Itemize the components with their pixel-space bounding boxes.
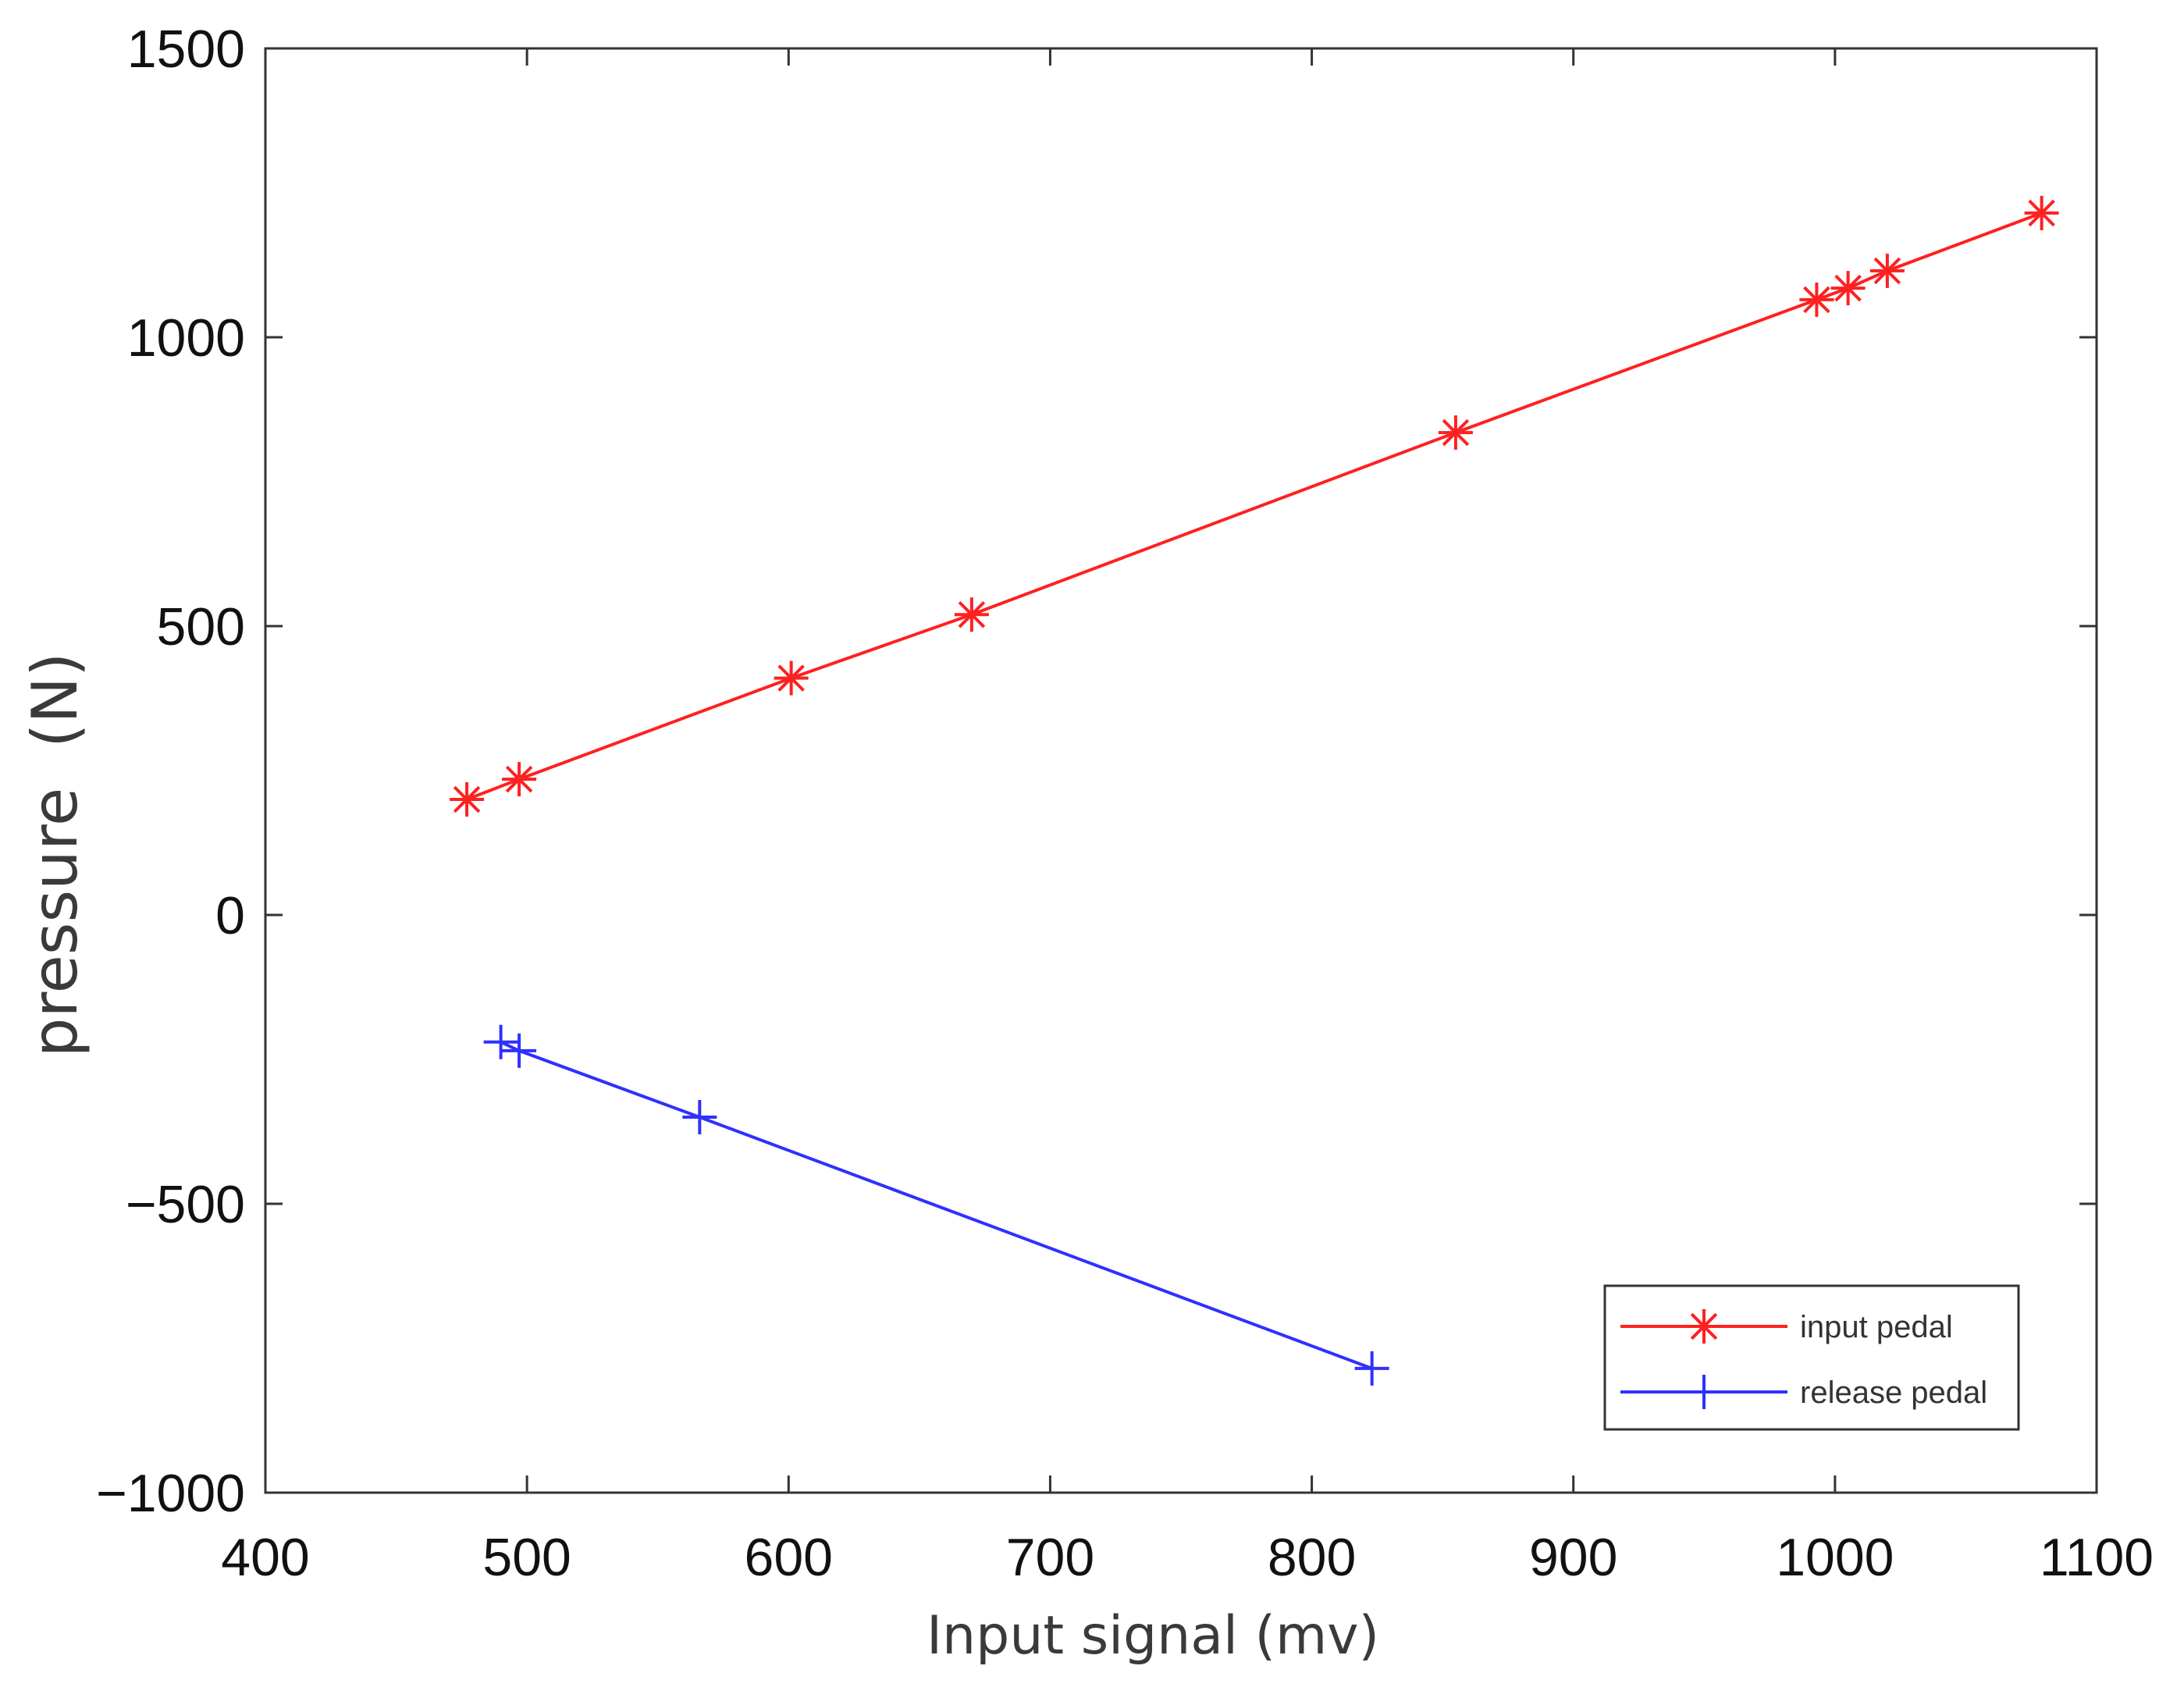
- legend-item: input pedal: [1620, 1309, 1953, 1344]
- series-2: [483, 1024, 1389, 1386]
- y-tick-label: 1500: [127, 20, 245, 79]
- legend-label: input pedal: [1800, 1310, 1953, 1344]
- data-point: [502, 762, 537, 797]
- data-point: [1687, 1309, 1721, 1344]
- legend-item: release pedal: [1620, 1375, 1987, 1410]
- data-point: [450, 782, 485, 817]
- y-axis-title: pressure (N): [19, 653, 91, 1058]
- x-tick-label: 600: [745, 1528, 833, 1587]
- legend-label: release pedal: [1800, 1376, 1987, 1410]
- data-point: [1869, 253, 1905, 288]
- x-tick-label: 400: [221, 1528, 309, 1587]
- data-point: [1354, 1351, 1389, 1386]
- series-1: [450, 195, 2059, 817]
- series-line: [500, 1040, 1373, 1370]
- data-point: [1438, 415, 1473, 450]
- data-point: [502, 1033, 537, 1068]
- x-tick-label: 800: [1268, 1528, 1356, 1587]
- y-tick-label: 0: [215, 886, 245, 945]
- data-point: [774, 660, 809, 696]
- data-point: [1830, 271, 1866, 306]
- data-point: [682, 1100, 717, 1134]
- y-tick-label: −1000: [96, 1464, 245, 1523]
- x-tick-label: 500: [482, 1528, 571, 1587]
- data-point: [1687, 1375, 1721, 1409]
- plot-area: [264, 47, 2098, 1494]
- legend-box: [1603, 1284, 2020, 1431]
- data-point: [483, 1024, 518, 1059]
- data-point: [1799, 282, 1834, 317]
- x-tick-label: 700: [1006, 1528, 1094, 1587]
- data-point: [954, 597, 989, 632]
- x-tick-label: 1100: [2040, 1528, 2154, 1587]
- x-tick-label: 900: [1529, 1528, 1617, 1587]
- series-layer: [450, 195, 2059, 1386]
- x-tick-label: 1000: [1776, 1528, 1894, 1587]
- y-tick-label: −500: [126, 1175, 245, 1234]
- legend: input pedal release pedal: [1603, 1284, 2020, 1431]
- y-tick-label: 500: [157, 597, 245, 657]
- axis-ticks: 400 500 600 700 800 900 1000 1100 −1000 −500 0 500 1…: [96, 20, 2154, 1587]
- y-tick-label: 1000: [127, 308, 245, 368]
- data-point: [2024, 195, 2059, 230]
- x-axis-title: Input signal (mv): [927, 1605, 1379, 1667]
